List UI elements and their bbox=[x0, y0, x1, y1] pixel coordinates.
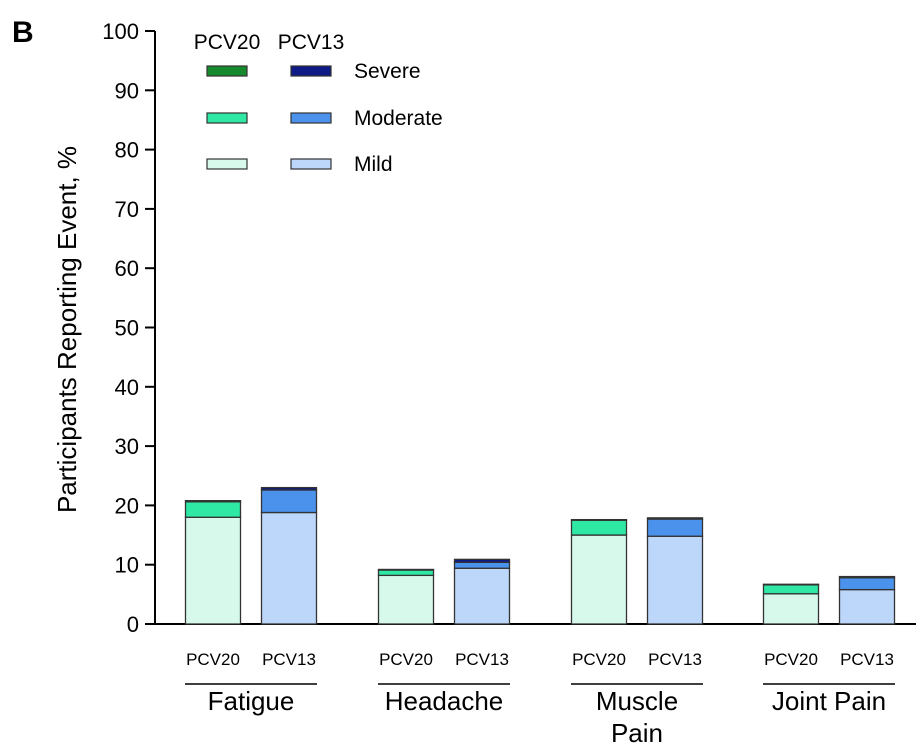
group-label: Muscle bbox=[596, 686, 678, 716]
bar-segment-pcv13-severe bbox=[646, 517, 704, 520]
bar-segment-pcv13-mild bbox=[646, 535, 704, 625]
legend-label-mild: Mild bbox=[354, 153, 393, 176]
y-tick-label: 20 bbox=[115, 493, 139, 518]
bar-segment-pcv13-moderate bbox=[646, 518, 704, 537]
y-tick-label: 80 bbox=[115, 138, 139, 163]
y-tick-label: 40 bbox=[115, 375, 139, 400]
group-label: Joint Pain bbox=[772, 686, 886, 716]
y-tick-label: 10 bbox=[115, 553, 139, 578]
legend-swatch-pcv20-severe bbox=[206, 65, 248, 77]
bar-segment-pcv13-severe bbox=[260, 486, 318, 491]
x-axis-labels: PCV20 PCV13 Fatigue PCV20 PCV13 Headache PCV20… bbox=[185, 650, 895, 747]
group-label: Headache bbox=[385, 686, 504, 716]
bar-segment-pcv20-moderate bbox=[570, 519, 628, 536]
bar-segment-pcv13-severe bbox=[453, 558, 511, 563]
legend-swatch-pcv20-moderate bbox=[206, 112, 248, 124]
bar-segment-pcv20-severe bbox=[377, 568, 435, 571]
legend-column-header: PCV13 bbox=[278, 31, 345, 54]
bar-segment-pcv13-moderate bbox=[260, 489, 318, 514]
bar-segment-pcv20-moderate bbox=[762, 584, 820, 595]
bar-label: PCV13 bbox=[840, 650, 894, 669]
bar-label: PCV13 bbox=[648, 650, 702, 669]
bar-segment-pcv20-moderate bbox=[184, 501, 242, 518]
bar-label: PCV13 bbox=[455, 650, 509, 669]
panel-letter: B bbox=[12, 16, 34, 49]
bar-segment-pcv13-moderate bbox=[453, 561, 511, 569]
y-tick-label: 70 bbox=[115, 197, 139, 222]
y-tick-label: 0 bbox=[127, 612, 139, 637]
legend: PCV20 PCV13 Severe Moderate Mild bbox=[194, 31, 443, 176]
y-tick-label: 100 bbox=[102, 19, 139, 44]
legend-column-header: PCV20 bbox=[194, 31, 261, 54]
legend-swatch-pcv13-severe bbox=[290, 65, 332, 77]
bar-segment-pcv20-mild bbox=[570, 534, 628, 625]
bar-segment-pcv20-severe bbox=[762, 583, 820, 586]
legend-swatch-pcv13-moderate bbox=[290, 112, 332, 124]
bar-label: PCV20 bbox=[186, 650, 240, 669]
bar-segment-pcv13-mild bbox=[838, 588, 896, 625]
y-tick-label: 30 bbox=[115, 434, 139, 459]
y-tick-label: 90 bbox=[115, 78, 139, 103]
bar-segment-pcv20-mild bbox=[762, 593, 820, 625]
bar-label: PCV20 bbox=[572, 650, 626, 669]
legend-swatch-pcv20-mild bbox=[206, 158, 248, 170]
bars bbox=[184, 486, 896, 625]
bar-label: PCV20 bbox=[764, 650, 818, 669]
legend-label-severe: Severe bbox=[354, 60, 421, 83]
bar-segment-pcv20-moderate bbox=[377, 569, 435, 577]
legend-swatch-pcv13-mild bbox=[290, 158, 332, 170]
y-axis-title: Participants Reporting Event, % bbox=[52, 146, 82, 513]
y-tick-label: 50 bbox=[115, 316, 139, 341]
group-label: Pain bbox=[611, 718, 663, 747]
bar-segment-pcv13-mild bbox=[453, 567, 511, 625]
group-label: Fatigue bbox=[208, 686, 295, 716]
y-tick-label: 60 bbox=[115, 256, 139, 281]
bar-segment-pcv20-mild bbox=[377, 574, 435, 625]
legend-label-moderate: Moderate bbox=[354, 107, 443, 130]
bar-label: PCV13 bbox=[262, 650, 316, 669]
bar-segment-pcv20-severe bbox=[570, 518, 628, 521]
bar-label: PCV20 bbox=[379, 650, 433, 669]
bar-segment-pcv20-severe bbox=[184, 500, 242, 503]
bar-segment-pcv13-mild bbox=[260, 511, 318, 625]
bar-segment-pcv13-moderate bbox=[838, 577, 896, 591]
bar-segment-pcv20-mild bbox=[184, 516, 242, 625]
bar-segment-pcv13-severe bbox=[838, 575, 896, 579]
